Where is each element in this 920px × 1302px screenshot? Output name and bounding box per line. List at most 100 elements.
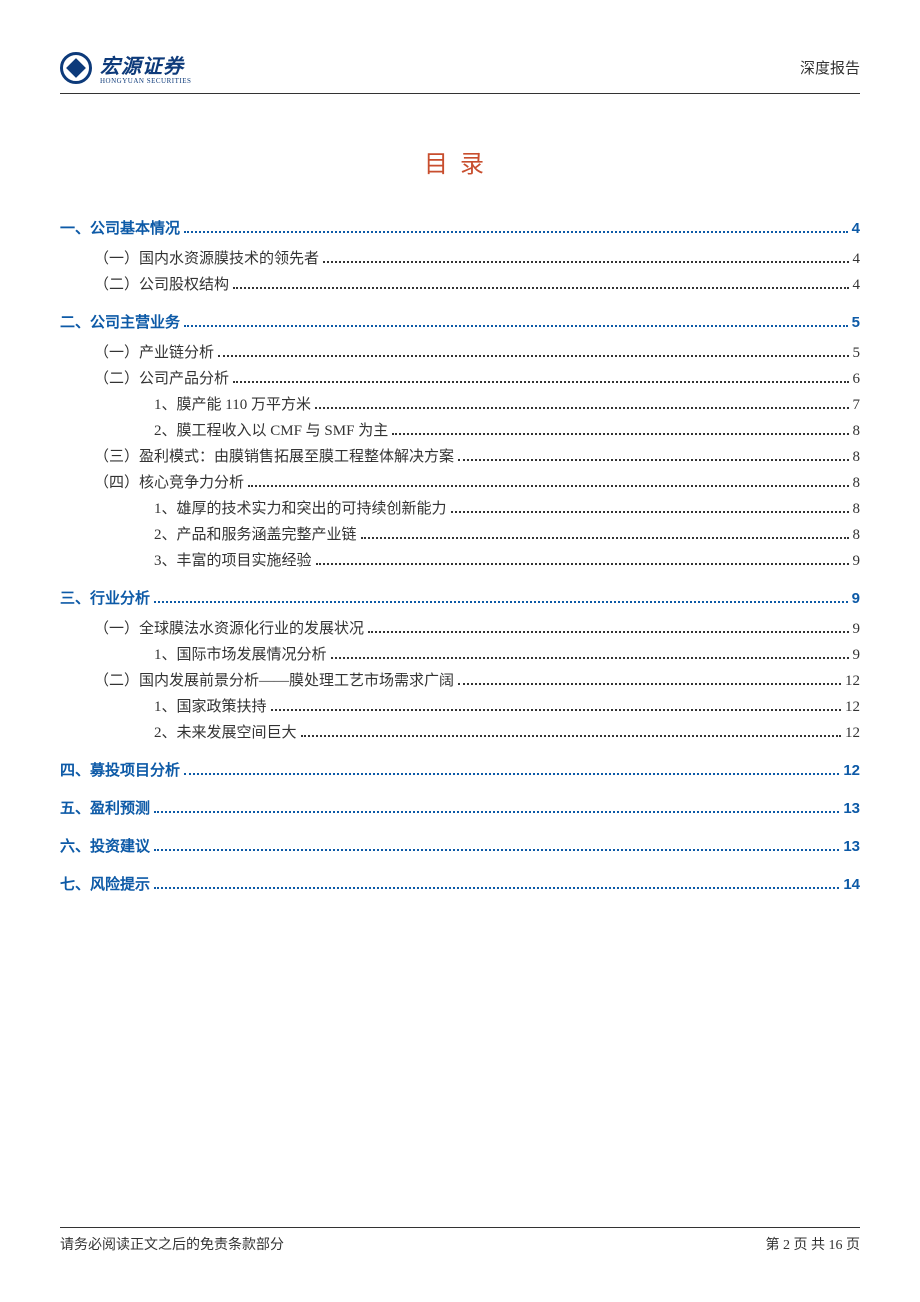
toc-entry-label: （一）国内水资源膜技术的领先者 — [94, 247, 319, 271]
logo-cn: 宏源证券 — [100, 50, 191, 79]
toc-entry: 2、产品和服务涵盖完整产业链 8 — [60, 523, 860, 547]
toc-leader-dots — [301, 722, 841, 737]
toc-entry-page: 12 — [845, 695, 860, 719]
toc-entry: 四、募投项目分析 12 — [60, 759, 860, 783]
toc-leader-dots — [323, 248, 848, 263]
toc-entry-label: 四、募投项目分析 — [60, 759, 180, 783]
toc-leader-dots — [184, 218, 848, 233]
toc-entry: 1、雄厚的技术实力和突出的可持续创新能力 8 — [60, 497, 860, 521]
toc-entry: 1、国家政策扶持 12 — [60, 695, 860, 719]
toc-entry: 2、膜工程收入以 CMF 与 SMF 为主 8 — [60, 419, 860, 443]
toc-entry: （二）国内发展前景分析——膜处理工艺市场需求广阔 12 — [60, 669, 860, 693]
toc-entry-label: （一）全球膜法水资源化行业的发展状况 — [94, 617, 364, 641]
toc-entry: （一）国内水资源膜技术的领先者 4 — [60, 247, 860, 271]
toc-entry-page: 8 — [853, 419, 861, 443]
company-logo-icon — [60, 52, 92, 84]
toc-entry: （三）盈利模式：由膜销售拓展至膜工程整体解决方案 8 — [60, 445, 860, 469]
toc-entry-label: 2、产品和服务涵盖完整产业链 — [154, 523, 357, 547]
toc-entry-label: 1、国际市场发展情况分析 — [154, 643, 327, 667]
toc-entry: 2、未来发展空间巨大12 — [60, 721, 860, 745]
toc-entry-page: 8 — [853, 471, 861, 495]
toc-entry-page: 9 — [853, 643, 861, 667]
toc-entry: （一）全球膜法水资源化行业的发展状况 9 — [60, 617, 860, 641]
toc-entry-page: 4 — [853, 273, 861, 297]
toc-entry: 1、国际市场发展情况分析 9 — [60, 643, 860, 667]
toc-entry: 1、膜产能 110 万平方米7 — [60, 393, 860, 417]
logo-area: 宏源证券 HONGYUAN SECURITIES — [60, 50, 191, 85]
page-header: 宏源证券 HONGYUAN SECURITIES 深度报告 — [60, 50, 860, 94]
toc-entry-page: 12 — [843, 759, 860, 783]
toc-leader-dots — [458, 670, 841, 685]
toc-entry-page: 7 — [853, 393, 861, 417]
toc-entry-page: 6 — [853, 367, 861, 391]
toc-entry-page: 9 — [852, 587, 860, 611]
toc-entry: 七、风险提示 14 — [60, 873, 860, 897]
toc-leader-dots — [184, 760, 839, 775]
toc-entry-page: 5 — [852, 311, 860, 335]
toc-entry: （二）公司股权结构 4 — [60, 273, 860, 297]
toc-leader-dots — [154, 588, 848, 603]
toc-entry-label: 1、雄厚的技术实力和突出的可持续创新能力 — [154, 497, 447, 521]
toc-leader-dots — [154, 836, 839, 851]
toc-leader-dots — [451, 498, 849, 513]
toc-title: 目录 — [60, 144, 860, 179]
toc-entry: 六、投资建议 13 — [60, 835, 860, 859]
toc-leader-dots — [154, 798, 839, 813]
toc-entry-label: （三）盈利模式：由膜销售拓展至膜工程整体解决方案 — [94, 445, 454, 469]
toc-leader-dots — [316, 550, 849, 565]
logo-text: 宏源证券 HONGYUAN SECURITIES — [100, 50, 191, 85]
table-of-contents: 一、公司基本情况 4 （一）国内水资源膜技术的领先者 4 （二）公司股权结构 4 二、公司主… — [60, 217, 860, 897]
toc-leader-dots — [271, 696, 841, 711]
toc-leader-dots — [233, 368, 848, 383]
toc-entry-label: 2、膜工程收入以 CMF 与 SMF 为主 — [154, 419, 388, 443]
page-footer: 请务必阅读正文之后的免责条款部分 第 2 页 共 16 页 — [60, 1227, 860, 1254]
toc-entry: （二）公司产品分析 6 — [60, 367, 860, 391]
toc-entry-label: （一）产业链分析 — [94, 341, 214, 365]
toc-leader-dots — [392, 420, 848, 435]
toc-entry-label: 1、国家政策扶持 — [154, 695, 267, 719]
toc-entry: （一）产业链分析 5 — [60, 341, 860, 365]
toc-entry-page: 14 — [843, 873, 860, 897]
report-type-label: 深度报告 — [800, 57, 860, 78]
toc-entry: 五、盈利预测 13 — [60, 797, 860, 821]
toc-entry-label: 一、公司基本情况 — [60, 217, 180, 241]
toc-entry: 3、丰富的项目实施经验 9 — [60, 549, 860, 573]
toc-entry-label: 3、丰富的项目实施经验 — [154, 549, 312, 573]
toc-entry-page: 8 — [853, 445, 861, 469]
toc-entry-page: 9 — [853, 617, 861, 641]
toc-entry-label: （二）公司股权结构 — [94, 273, 229, 297]
toc-entry-label: 六、投资建议 — [60, 835, 150, 859]
toc-entry-page: 8 — [853, 497, 861, 521]
toc-entry-page: 9 — [853, 549, 861, 573]
toc-leader-dots — [331, 644, 849, 659]
toc-leader-dots — [154, 874, 839, 889]
toc-entry-page: 5 — [853, 341, 861, 365]
toc-entry-label: （二）国内发展前景分析——膜处理工艺市场需求广阔 — [94, 669, 454, 693]
toc-entry: （四）核心竞争力分析 8 — [60, 471, 860, 495]
toc-leader-dots — [233, 274, 848, 289]
toc-entry-page: 4 — [852, 217, 860, 241]
toc-entry: 二、公司主营业务 5 — [60, 311, 860, 335]
toc-entry-page: 13 — [843, 835, 860, 859]
toc-entry-label: 五、盈利预测 — [60, 797, 150, 821]
toc-entry-page: 4 — [853, 247, 861, 271]
toc-leader-dots — [218, 342, 848, 357]
toc-leader-dots — [315, 394, 849, 409]
toc-leader-dots — [458, 446, 848, 461]
toc-entry-label: 二、公司主营业务 — [60, 311, 180, 335]
toc-leader-dots — [368, 618, 848, 633]
toc-entry-label: 七、风险提示 — [60, 873, 150, 897]
toc-entry-page: 8 — [853, 523, 861, 547]
toc-leader-dots — [184, 312, 848, 327]
toc-entry: 一、公司基本情况 4 — [60, 217, 860, 241]
toc-entry-label: 2、未来发展空间巨大 — [154, 721, 297, 745]
disclaimer-note: 请务必阅读正文之后的免责条款部分 — [60, 1234, 284, 1254]
toc-entry-label: 三、行业分析 — [60, 587, 150, 611]
toc-entry: 三、行业分析 9 — [60, 587, 860, 611]
toc-entry-label: （四）核心竞争力分析 — [94, 471, 244, 495]
toc-entry-label: （二）公司产品分析 — [94, 367, 229, 391]
toc-leader-dots — [248, 472, 848, 487]
logo-en: HONGYUAN SECURITIES — [100, 77, 191, 85]
toc-entry-page: 12 — [845, 669, 860, 693]
toc-entry-page: 13 — [843, 797, 860, 821]
